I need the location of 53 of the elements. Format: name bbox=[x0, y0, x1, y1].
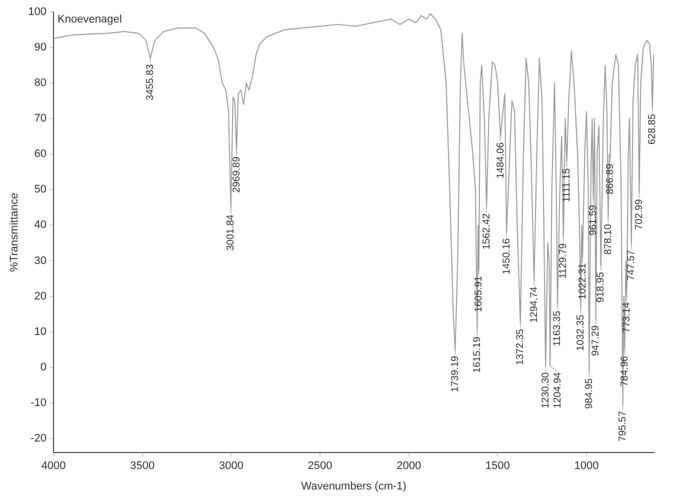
annotation: 1615.19 bbox=[472, 336, 483, 373]
annotation: 3001.84 bbox=[226, 214, 237, 251]
annotation: 878.10 bbox=[602, 224, 614, 255]
x-tick-label: 3000 bbox=[218, 460, 244, 472]
annotation: 1605.91 bbox=[474, 276, 485, 312]
x-axis-title: Wavenumbers (cm-1) bbox=[301, 480, 406, 492]
annotation: 1204.94 bbox=[552, 372, 564, 408]
annotation: 947.29 bbox=[590, 324, 602, 356]
annotation: 795.57 bbox=[618, 410, 629, 442]
annotation: 1739.19 bbox=[450, 355, 461, 392]
x-tick-label: 3500 bbox=[130, 460, 155, 472]
annotation: 1163.35 bbox=[552, 310, 564, 346]
y-tick-label: 70 bbox=[34, 112, 47, 125]
annotation: 1484.06 bbox=[495, 142, 506, 179]
y-tick-label: 30 bbox=[34, 254, 47, 267]
annotation: 2969.89 bbox=[231, 156, 242, 193]
y-tick-label: 80 bbox=[34, 77, 47, 90]
annotation: 773.14 bbox=[622, 302, 633, 333]
y-tick-label: 60 bbox=[34, 148, 47, 160]
annotation: 1022.31 bbox=[577, 262, 588, 300]
y-tick-label: -10 bbox=[30, 396, 47, 409]
annotation: 984.95 bbox=[584, 378, 595, 409]
annotation: 1372.35 bbox=[515, 328, 526, 366]
annotation: 3455.83 bbox=[144, 64, 156, 100]
x-tick-label: 1000 bbox=[574, 460, 599, 472]
x-tick-label: 2000 bbox=[396, 460, 422, 472]
y-tick-label: 20 bbox=[34, 290, 47, 302]
x-tick-label: 1500 bbox=[485, 460, 510, 472]
annotation: 1032.35 bbox=[575, 314, 586, 351]
annotation: 1562.42 bbox=[481, 213, 492, 250]
annotation: 1450.16 bbox=[501, 238, 512, 274]
annotation: 702.99 bbox=[634, 198, 646, 230]
annotation: 961.59 bbox=[588, 204, 600, 236]
x-tick-label: 4000 bbox=[41, 460, 66, 472]
annotation: 1129.79 bbox=[558, 242, 570, 279]
y-tick-label: 90 bbox=[34, 42, 47, 54]
y-tick-label: 40 bbox=[34, 219, 47, 232]
x-tick-label: 2500 bbox=[308, 460, 332, 472]
chart-title: Knoevenagel bbox=[58, 14, 122, 26]
y-tick-label: 50 bbox=[34, 184, 47, 196]
annotation: 747.57 bbox=[626, 250, 638, 281]
annotation: 1294.74 bbox=[528, 286, 540, 323]
y-tick-label: 100 bbox=[28, 6, 47, 18]
annotation: 918.95 bbox=[596, 272, 607, 303]
annotation: 784.96 bbox=[619, 355, 630, 387]
y-tick-label: 10 bbox=[34, 326, 47, 338]
annotation: 628.85 bbox=[647, 114, 658, 145]
annotation: 1230.30 bbox=[540, 372, 552, 408]
annotation: 1111.15 bbox=[562, 168, 572, 202]
y-axis-title: %Transmittance bbox=[8, 192, 21, 272]
y-tick-label: -20 bbox=[30, 432, 47, 444]
annotation: 866.89 bbox=[604, 163, 616, 194]
y-tick-label: 0 bbox=[40, 361, 47, 374]
